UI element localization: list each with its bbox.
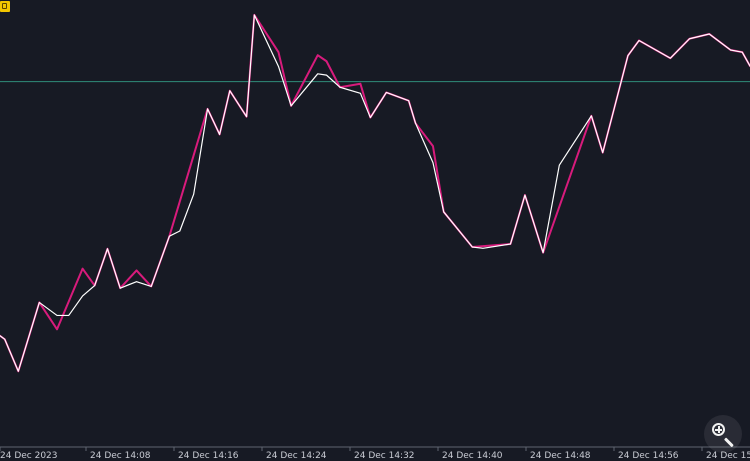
x-axis-ticks: 24 Dec 2023 24 Dec 14:08 24 Dec 14:16 24 De…	[0, 447, 750, 461]
x-tick-label-6: 24 Dec 14:40	[442, 451, 503, 461]
x-tick-label-4: 24 Dec 14:24	[266, 451, 327, 461]
x-tick-label-9: 24 Dec 15:0	[706, 451, 750, 461]
series-group	[0, 13, 750, 373]
x-tick-label-2: 24 Dec 14:08	[90, 451, 151, 461]
zoom-plus-horizontal	[715, 429, 722, 431]
x-tick-label-7: 24 Dec 14:48	[530, 451, 591, 461]
x-tick-label-1: 24 Dec 2023	[0, 451, 58, 461]
zoom-plus-vertical	[718, 426, 720, 433]
x-tick-label-5: 24 Dec 14:32	[354, 451, 415, 461]
zoom-in-button[interactable]	[704, 415, 742, 453]
one-click-trading-icon[interactable]	[0, 1, 10, 12]
x-tick-label-3: 24 Dec 14:16	[178, 451, 239, 461]
x-tick-label-8: 24 Dec 14:56	[618, 451, 679, 461]
series-line-white-line	[0, 14, 750, 372]
